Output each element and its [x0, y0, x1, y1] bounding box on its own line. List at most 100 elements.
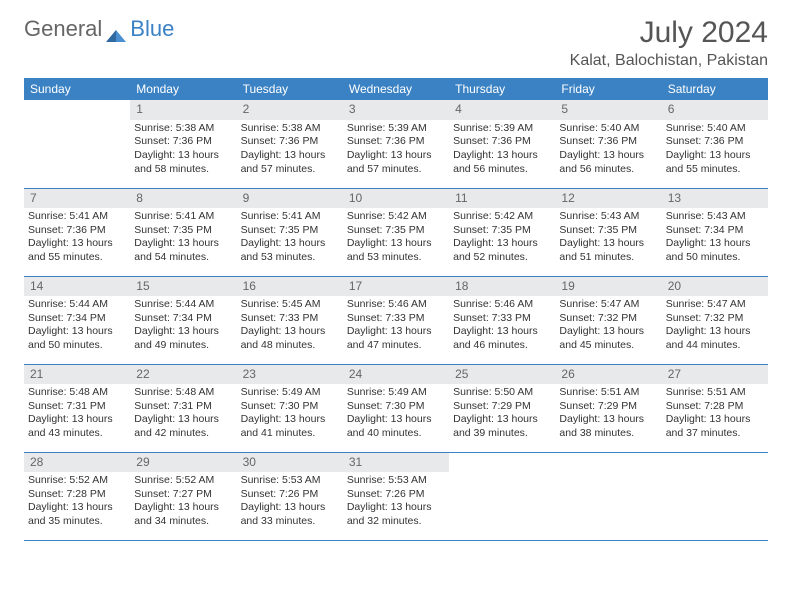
daylight-line: Daylight: 13 hours and 44 minutes.: [666, 325, 764, 352]
sunrise-line: Sunrise: 5:43 AM: [559, 210, 657, 224]
daylight-line: Daylight: 13 hours and 39 minutes.: [453, 413, 551, 440]
brand-part1: General: [24, 16, 102, 42]
daylight-line: Daylight: 13 hours and 45 minutes.: [559, 325, 657, 352]
day-number: 20: [662, 277, 768, 297]
title-block: July 2024 Kalat, Balochistan, Pakistan: [570, 16, 768, 70]
day-number: 2: [237, 100, 343, 120]
day-number: 24: [343, 365, 449, 385]
sunrise-line: Sunrise: 5:49 AM: [241, 386, 339, 400]
sunset-line: Sunset: 7:28 PM: [28, 488, 126, 502]
logo-icon: [106, 22, 126, 36]
sunset-line: Sunset: 7:31 PM: [28, 400, 126, 414]
daylight-line: Daylight: 13 hours and 47 minutes.: [347, 325, 445, 352]
day-number: 16: [237, 277, 343, 297]
day-body: Sunrise: 5:38 AMSunset: 7:36 PMDaylight:…: [237, 120, 343, 181]
sunrise-line: Sunrise: 5:46 AM: [453, 298, 551, 312]
day-number: 14: [24, 277, 130, 297]
weekday-header: Tuesday: [237, 78, 343, 100]
day-number: 11: [449, 189, 555, 209]
sunset-line: Sunset: 7:26 PM: [241, 488, 339, 502]
day-body: Sunrise: 5:41 AMSunset: 7:35 PMDaylight:…: [130, 208, 236, 269]
calendar-cell: 8Sunrise: 5:41 AMSunset: 7:35 PMDaylight…: [130, 188, 236, 276]
sunrise-line: Sunrise: 5:47 AM: [559, 298, 657, 312]
sunrise-line: Sunrise: 5:51 AM: [559, 386, 657, 400]
day-body: Sunrise: 5:38 AMSunset: 7:36 PMDaylight:…: [130, 120, 236, 181]
calendar-cell: 13Sunrise: 5:43 AMSunset: 7:34 PMDayligh…: [662, 188, 768, 276]
day-number: 15: [130, 277, 236, 297]
calendar-cell: 3Sunrise: 5:39 AMSunset: 7:36 PMDaylight…: [343, 100, 449, 188]
daylight-line: Daylight: 13 hours and 33 minutes.: [241, 501, 339, 528]
calendar-cell: 29Sunrise: 5:52 AMSunset: 7:27 PMDayligh…: [130, 452, 236, 540]
daylight-line: Daylight: 13 hours and 53 minutes.: [347, 237, 445, 264]
day-number: 1: [130, 100, 236, 120]
calendar-cell: 24Sunrise: 5:49 AMSunset: 7:30 PMDayligh…: [343, 364, 449, 452]
day-body: Sunrise: 5:42 AMSunset: 7:35 PMDaylight:…: [343, 208, 449, 269]
daylight-line: Daylight: 13 hours and 32 minutes.: [347, 501, 445, 528]
daylight-line: Daylight: 13 hours and 43 minutes.: [28, 413, 126, 440]
sunset-line: Sunset: 7:36 PM: [134, 135, 232, 149]
weekday-header: Monday: [130, 78, 236, 100]
calendar-cell: 27Sunrise: 5:51 AMSunset: 7:28 PMDayligh…: [662, 364, 768, 452]
sunset-line: Sunset: 7:31 PM: [134, 400, 232, 414]
calendar-row: 1Sunrise: 5:38 AMSunset: 7:36 PMDaylight…: [24, 100, 768, 188]
daylight-line: Daylight: 13 hours and 37 minutes.: [666, 413, 764, 440]
calendar-body: 1Sunrise: 5:38 AMSunset: 7:36 PMDaylight…: [24, 100, 768, 540]
sunset-line: Sunset: 7:29 PM: [453, 400, 551, 414]
calendar-cell: 26Sunrise: 5:51 AMSunset: 7:29 PMDayligh…: [555, 364, 661, 452]
daylight-line: Daylight: 13 hours and 53 minutes.: [241, 237, 339, 264]
sunset-line: Sunset: 7:30 PM: [347, 400, 445, 414]
sunrise-line: Sunrise: 5:46 AM: [347, 298, 445, 312]
day-number: 10: [343, 189, 449, 209]
calendar-cell: 30Sunrise: 5:53 AMSunset: 7:26 PMDayligh…: [237, 452, 343, 540]
sunrise-line: Sunrise: 5:38 AM: [134, 122, 232, 136]
sunset-line: Sunset: 7:35 PM: [347, 224, 445, 238]
daylight-line: Daylight: 13 hours and 38 minutes.: [559, 413, 657, 440]
sunrise-line: Sunrise: 5:50 AM: [453, 386, 551, 400]
calendar-cell: 25Sunrise: 5:50 AMSunset: 7:29 PMDayligh…: [449, 364, 555, 452]
day-body: Sunrise: 5:40 AMSunset: 7:36 PMDaylight:…: [555, 120, 661, 181]
calendar-cell: 9Sunrise: 5:41 AMSunset: 7:35 PMDaylight…: [237, 188, 343, 276]
sunrise-line: Sunrise: 5:52 AM: [134, 474, 232, 488]
day-body: Sunrise: 5:48 AMSunset: 7:31 PMDaylight:…: [130, 384, 236, 445]
sunrise-line: Sunrise: 5:41 AM: [134, 210, 232, 224]
sunset-line: Sunset: 7:34 PM: [666, 224, 764, 238]
calendar-row: 28Sunrise: 5:52 AMSunset: 7:28 PMDayligh…: [24, 452, 768, 540]
sunrise-line: Sunrise: 5:47 AM: [666, 298, 764, 312]
calendar-cell: 22Sunrise: 5:48 AMSunset: 7:31 PMDayligh…: [130, 364, 236, 452]
day-number: 4: [449, 100, 555, 120]
day-body: Sunrise: 5:49 AMSunset: 7:30 PMDaylight:…: [343, 384, 449, 445]
calendar-cell: 1Sunrise: 5:38 AMSunset: 7:36 PMDaylight…: [130, 100, 236, 188]
day-number: 8: [130, 189, 236, 209]
weekday-header: Wednesday: [343, 78, 449, 100]
day-number: 17: [343, 277, 449, 297]
day-body: Sunrise: 5:39 AMSunset: 7:36 PMDaylight:…: [343, 120, 449, 181]
sunset-line: Sunset: 7:26 PM: [347, 488, 445, 502]
calendar-row: 14Sunrise: 5:44 AMSunset: 7:34 PMDayligh…: [24, 276, 768, 364]
sunset-line: Sunset: 7:33 PM: [453, 312, 551, 326]
calendar-cell: 28Sunrise: 5:52 AMSunset: 7:28 PMDayligh…: [24, 452, 130, 540]
sunrise-line: Sunrise: 5:44 AM: [28, 298, 126, 312]
calendar-cell: 12Sunrise: 5:43 AMSunset: 7:35 PMDayligh…: [555, 188, 661, 276]
calendar-cell: 10Sunrise: 5:42 AMSunset: 7:35 PMDayligh…: [343, 188, 449, 276]
calendar-cell: 2Sunrise: 5:38 AMSunset: 7:36 PMDaylight…: [237, 100, 343, 188]
day-body: Sunrise: 5:41 AMSunset: 7:35 PMDaylight:…: [237, 208, 343, 269]
day-body: Sunrise: 5:43 AMSunset: 7:35 PMDaylight:…: [555, 208, 661, 269]
calendar-cell: 4Sunrise: 5:39 AMSunset: 7:36 PMDaylight…: [449, 100, 555, 188]
sunrise-line: Sunrise: 5:53 AM: [347, 474, 445, 488]
sunrise-line: Sunrise: 5:40 AM: [559, 122, 657, 136]
calendar-cell: 20Sunrise: 5:47 AMSunset: 7:32 PMDayligh…: [662, 276, 768, 364]
day-number: 5: [555, 100, 661, 120]
calendar-cell: 6Sunrise: 5:40 AMSunset: 7:36 PMDaylight…: [662, 100, 768, 188]
sunset-line: Sunset: 7:35 PM: [241, 224, 339, 238]
daylight-line: Daylight: 13 hours and 50 minutes.: [28, 325, 126, 352]
day-number: 13: [662, 189, 768, 209]
day-number: 6: [662, 100, 768, 120]
daylight-line: Daylight: 13 hours and 51 minutes.: [559, 237, 657, 264]
calendar-cell: 21Sunrise: 5:48 AMSunset: 7:31 PMDayligh…: [24, 364, 130, 452]
header: General Blue July 2024 Kalat, Balochista…: [24, 16, 768, 70]
calendar-cell: 19Sunrise: 5:47 AMSunset: 7:32 PMDayligh…: [555, 276, 661, 364]
day-body: Sunrise: 5:52 AMSunset: 7:28 PMDaylight:…: [24, 472, 130, 533]
day-body: Sunrise: 5:47 AMSunset: 7:32 PMDaylight:…: [662, 296, 768, 357]
sunrise-line: Sunrise: 5:39 AM: [453, 122, 551, 136]
sunset-line: Sunset: 7:35 PM: [559, 224, 657, 238]
